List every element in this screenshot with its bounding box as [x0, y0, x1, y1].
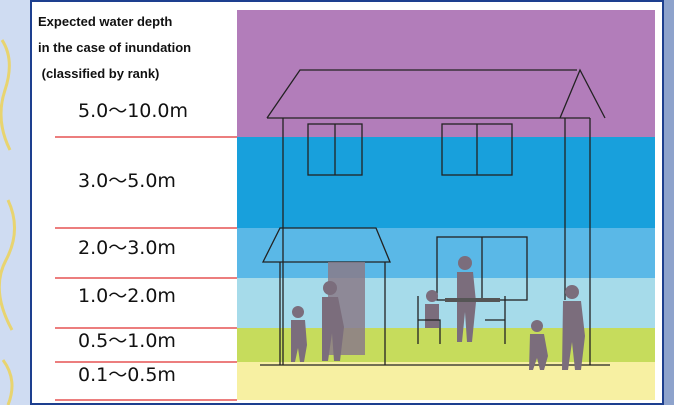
title-line: (classified by rank): [38, 66, 159, 81]
band-01-05: [237, 362, 655, 400]
screen: Expected water depth in the case of inun…: [0, 0, 674, 405]
band-3-5: [237, 137, 655, 228]
rank-label: 2.0～3.0m: [78, 237, 176, 259]
rank-label: 0.1～0.5m: [78, 364, 176, 386]
band-2-3: [237, 228, 655, 278]
title-line: Expected water depth: [38, 14, 172, 29]
title-line: in the case of inundation: [38, 40, 191, 55]
rank-label: 5.0～10.0m: [78, 100, 188, 122]
rank-label: 3.0～5.0m: [78, 170, 176, 192]
right-strip: [664, 0, 674, 405]
rank-label: 0.5～1.0m: [78, 330, 176, 352]
map-strip: [0, 0, 30, 405]
rank-label: 1.0～2.0m: [78, 285, 176, 307]
